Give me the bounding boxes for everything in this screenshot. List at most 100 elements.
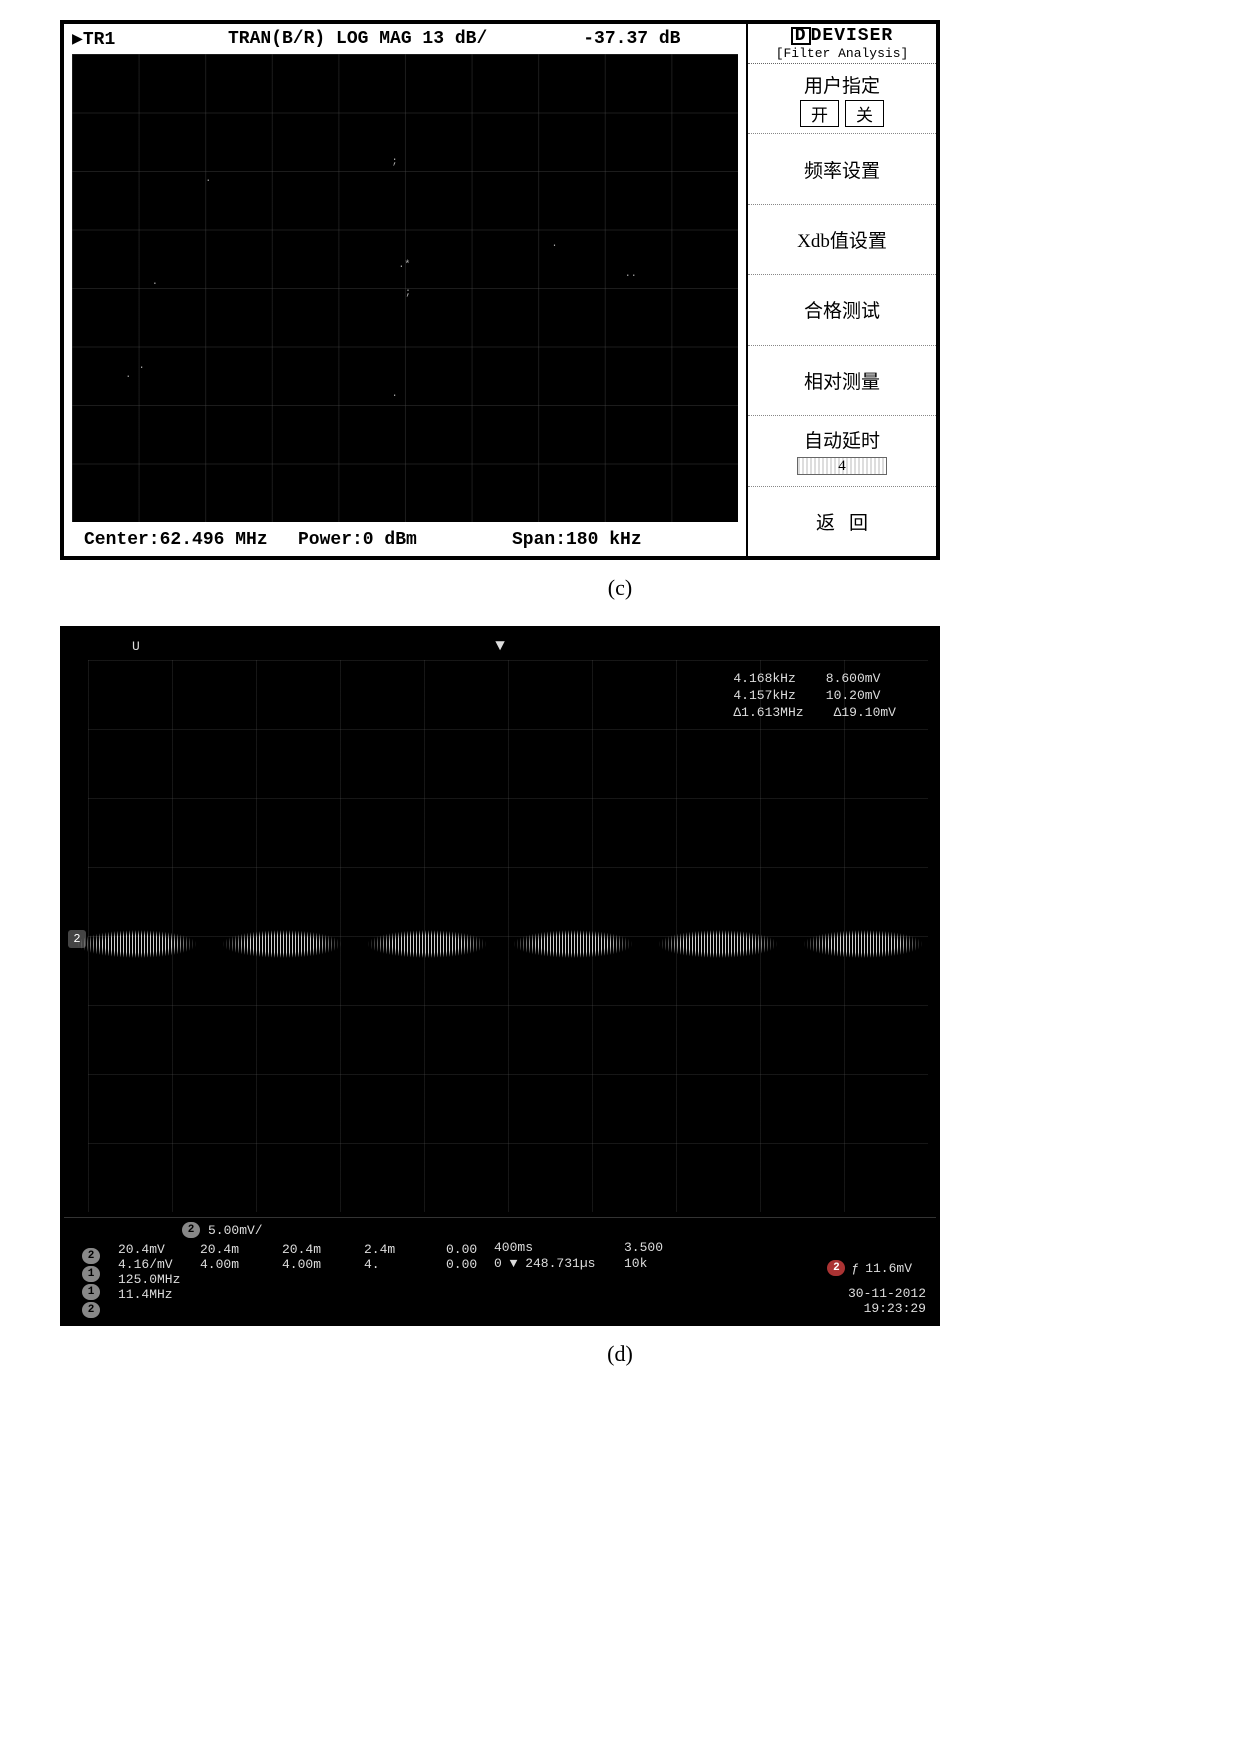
ch2-badge: 2 <box>182 1222 200 1238</box>
meas-val: 11.4MHz <box>118 1287 182 1302</box>
meas-val: 4.00m <box>282 1257 346 1272</box>
mode-label: TRAN(B/R) LOG MAG 13 dB/ <box>228 29 487 49</box>
menu-freq-set[interactable]: 频率设置 <box>748 134 936 204</box>
mode-subtitle: [Filter Analysis] <box>748 46 936 64</box>
noise-dot: · <box>205 176 211 187</box>
meas-val: 4.00m <box>200 1257 264 1272</box>
menu-label: 返回 <box>816 508 882 535</box>
center-freq: Center:62.496 MHz <box>84 530 298 550</box>
waveform-burst <box>803 930 923 958</box>
badge-1a: 1 <box>82 1266 100 1282</box>
timebase-scale: 400ms <box>494 1240 595 1256</box>
meas-col-0: 20.4mV 4.16/mV 125.0MHz 11.4MHz <box>118 1242 182 1318</box>
waveform-burst <box>513 930 633 958</box>
menu-label: 自动延时 <box>804 426 880 453</box>
meas-val: 4. <box>364 1257 428 1272</box>
brand-text: DEVISER <box>811 26 894 46</box>
trg-block: 3.500 10k <box>624 1240 663 1272</box>
power-level: Power:0 dBm <box>298 530 512 550</box>
figure-d: U ▼ 4.168kHz 8.600mV 4.157kHz 10.20mV Δ1.6… <box>50 626 1190 1367</box>
waveform-burst <box>367 930 487 958</box>
noise-dot: · <box>139 363 145 374</box>
cursor-readout: 4.168kHz 8.600mV 4.157kHz 10.20mV Δ1.613MH… <box>733 670 896 721</box>
trace-label: ▶TR1 <box>72 28 132 50</box>
meas-col-3: 2.4m 4. <box>364 1242 428 1318</box>
date-text: 30-11-2012 <box>848 1286 926 1301</box>
trg-b: 10k <box>624 1256 663 1272</box>
osc-top-bar: U ▼ <box>64 634 936 658</box>
timebase-delay: 0 ▼ 248.731µs <box>494 1256 595 1272</box>
meas-col-2: 20.4m 4.00m <box>282 1242 346 1318</box>
meas-val: 20.4mV <box>118 1242 182 1257</box>
noise-dot: ; <box>392 157 398 168</box>
oscilloscope-window: U ▼ 4.168kHz 8.600mV 4.157kHz 10.20mV Δ1.6… <box>60 626 940 1326</box>
menu-label: 频率设置 <box>804 156 880 183</box>
waveform-burst <box>658 930 778 958</box>
noise-dot: · <box>152 279 158 290</box>
trigger-level: 11.6mV <box>865 1261 912 1276</box>
caption-d: (d) <box>50 1341 1190 1367</box>
badge-1b: 1 <box>82 1284 100 1300</box>
figure-c: ▶TR1 TRAN(B/R) LOG MAG 13 dB/ -37.37 dB … <box>50 20 1190 601</box>
na-header: ▶TR1 TRAN(B/R) LOG MAG 13 dB/ -37.37 dB <box>64 24 746 54</box>
menu-label: 相对测量 <box>804 367 880 394</box>
brand-logo: DDEVISER <box>748 24 936 46</box>
logo-d-icon: D <box>791 27 811 45</box>
meas-val: 20.4m <box>200 1242 264 1257</box>
na-footer: Center:62.496 MHz Power:0 dBm Span:180 k… <box>64 528 746 556</box>
menu-label: 用户指定 <box>804 71 880 98</box>
menu-back[interactable]: 返回 <box>748 487 936 556</box>
waveform-row <box>64 930 936 958</box>
db-readout: -37.37 dB <box>583 29 680 49</box>
time-text: 19:23:29 <box>848 1301 926 1316</box>
noise-dot: · <box>392 391 398 402</box>
u-icon: U <box>132 639 140 654</box>
badge-2a: 2 <box>82 1248 100 1264</box>
trg-a: 3.500 <box>624 1240 663 1256</box>
cursor-b1: 8.600mV <box>826 670 881 687</box>
datetime-readout: 30-11-2012 19:23:29 <box>848 1286 926 1316</box>
cursor-a3: Δ1.613MHz <box>733 704 803 721</box>
ch2-scale: 5.00mV/ <box>208 1223 263 1238</box>
timebase-readout: 400ms 0 ▼ 248.731µs <box>494 1240 595 1272</box>
noise-dot: .* <box>398 260 410 271</box>
trigger-readout: 2 ƒ 11.6mV <box>827 1260 912 1276</box>
network-analyzer-window: ▶TR1 TRAN(B/R) LOG MAG 13 dB/ -37.37 dB … <box>60 20 940 560</box>
osc-bottom-bar: 2 5.00mV/ 2 1 1 2 20.4mV 4.16/mV 125.0MH… <box>64 1217 936 1322</box>
caption-c: (c) <box>50 575 1190 601</box>
trigger-ch-badge: 2 <box>827 1260 845 1276</box>
cursor-a2: 4.157kHz <box>733 687 795 704</box>
meas-val: 4.16/mV <box>118 1257 182 1272</box>
noise-dot: · <box>125 372 131 383</box>
cursor-b2: 10.20mV <box>826 687 881 704</box>
toggle-off[interactable]: 关 <box>845 100 884 127</box>
menu-label: 合格测试 <box>804 296 880 323</box>
cursor-a1: 4.168kHz <box>733 670 795 687</box>
meas-val: 20.4m <box>282 1242 346 1257</box>
noise-dot: ; <box>405 288 411 299</box>
menu-relative-meas[interactable]: 相对测量 <box>748 346 936 416</box>
cursor-b3: Δ19.10mV <box>834 704 896 721</box>
menu-xdb-set[interactable]: Xdb值设置 <box>748 205 936 275</box>
na-plot-area[interactable]: · · ·; .*; ·.. · · <box>72 54 738 522</box>
noise-dot: .. <box>625 269 637 280</box>
na-left-pane: ▶TR1 TRAN(B/R) LOG MAG 13 dB/ -37.37 dB … <box>64 24 746 556</box>
menu-label: Xdb值设置 <box>797 226 887 253</box>
trigger-edge-icon: ƒ <box>851 1261 859 1276</box>
noise-dot: · <box>552 241 558 252</box>
menu-user-specified[interactable]: 用户指定 开 关 <box>748 64 936 134</box>
waveform-burst <box>77 930 197 958</box>
autodelay-value: 4 <box>797 457 887 475</box>
toggle-on[interactable]: 开 <box>800 100 839 127</box>
badge-2b: 2 <box>82 1302 100 1318</box>
menu-pass-test[interactable]: 合格测试 <box>748 275 936 345</box>
menu-auto-delay[interactable]: 自动延时 4 <box>748 416 936 486</box>
na-side-menu: DDEVISER [Filter Analysis] 用户指定 开 关 频率设置… <box>746 24 936 556</box>
trigger-marker-icon: ▼ <box>495 637 505 655</box>
meas-col-1: 20.4m 4.00m <box>200 1242 264 1318</box>
na-menu-list: 用户指定 开 关 频率设置 Xdb值设置 合格测试 相对测量 <box>748 64 936 556</box>
span-value: Span:180 kHz <box>512 530 726 550</box>
meas-val: 2.4m <box>364 1242 428 1257</box>
waveform-burst <box>222 930 342 958</box>
meas-val: 125.0MHz <box>118 1272 182 1287</box>
